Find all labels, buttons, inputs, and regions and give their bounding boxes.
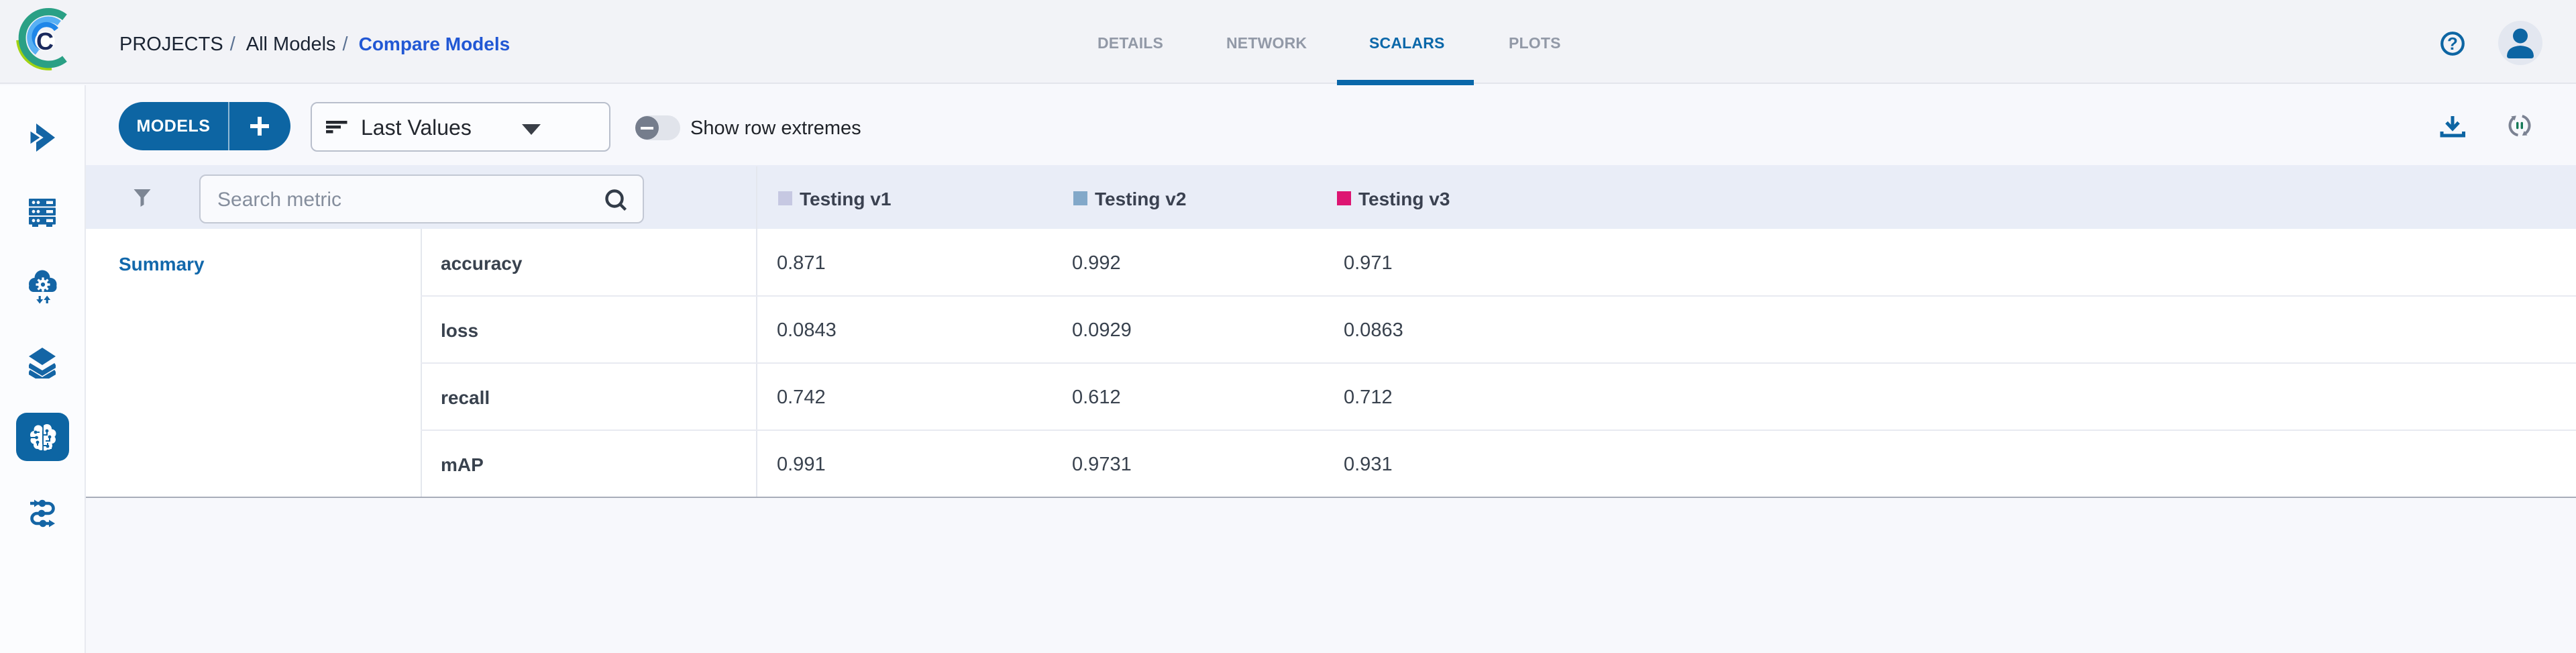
svg-text:C: C bbox=[36, 28, 54, 55]
svg-text:?: ? bbox=[2447, 34, 2458, 54]
